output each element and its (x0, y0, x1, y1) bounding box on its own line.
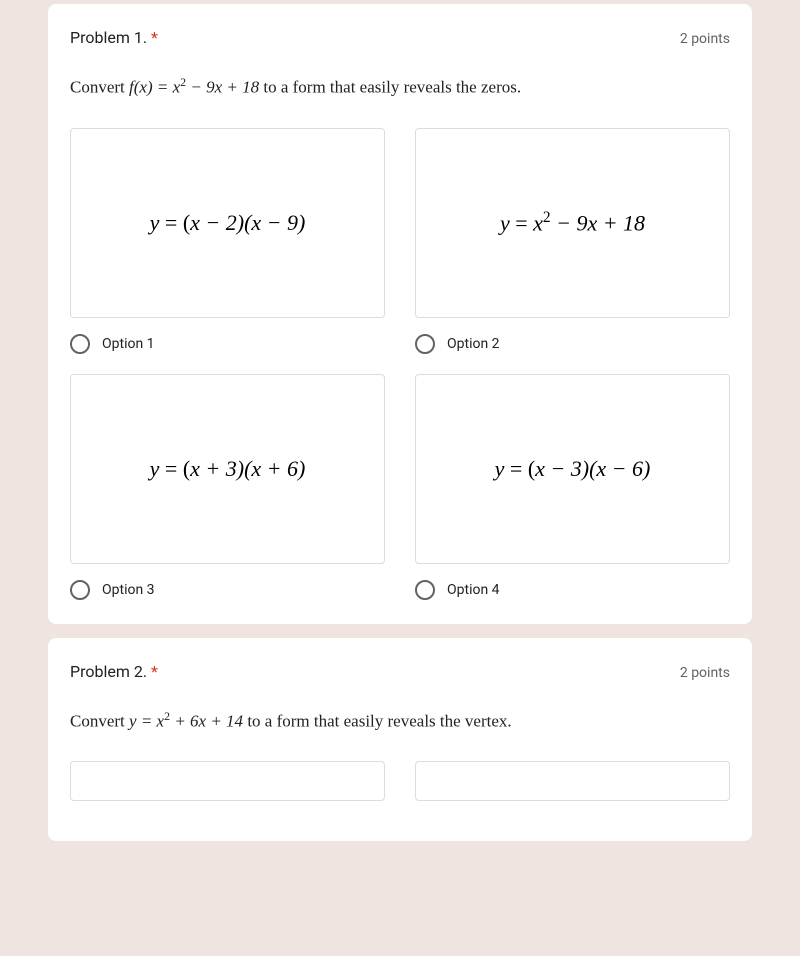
radio-icon[interactable] (415, 580, 435, 600)
option-row-1[interactable]: Option 1 (70, 334, 385, 354)
option-block-empty-2 (415, 761, 730, 817)
problem-card-1: Problem 1. * 2 points Convert f(x) = x2 … (48, 4, 752, 624)
problem-title: Problem 1. (70, 28, 147, 47)
option-label: Option 3 (102, 582, 155, 598)
q-prefix: Convert (70, 78, 129, 97)
q-eq: = x (137, 711, 165, 730)
option-image-2[interactable]: y = x2 − 9x + 18 (415, 128, 730, 318)
q-mid: − 9x + 18 (186, 78, 259, 97)
problem-card-2: Problem 2. * 2 points Convert y = x2 + 6… (48, 638, 752, 842)
points-label: 2 points (680, 31, 730, 47)
option-row-2[interactable]: Option 2 (415, 334, 730, 354)
option-label: Option 4 (447, 582, 500, 598)
formula-3: y = (x + 3)(x + 6) (150, 456, 306, 482)
option-label: Option 1 (102, 336, 155, 352)
radio-icon[interactable] (415, 334, 435, 354)
problem-title-wrap: Problem 2. * (70, 662, 158, 681)
q-var: y (129, 711, 137, 730)
q-prefix: Convert (70, 711, 129, 730)
option-image-empty[interactable] (415, 761, 730, 801)
q-suffix: to a form that easily reveals the vertex… (243, 711, 512, 730)
card-header: Problem 1. * 2 points (70, 28, 730, 47)
option-block-4: y = (x − 3)(x − 6) Option 4 (415, 374, 730, 600)
formula-1: y = (x − 2)(x − 9) (150, 210, 306, 236)
question-text: Convert y = x2 + 6x + 14 to a form that … (70, 709, 730, 732)
card-header: Problem 2. * 2 points (70, 662, 730, 681)
q-suffix: to a form that easily reveals the zeros. (259, 78, 521, 97)
option-label: Option 2 (447, 336, 500, 352)
q-arg: (x) = x (134, 78, 180, 97)
required-marker: * (151, 662, 158, 681)
option-block-3: y = (x + 3)(x + 6) Option 3 (70, 374, 385, 600)
option-block-empty-1 (70, 761, 385, 817)
option-row-4[interactable]: Option 4 (415, 580, 730, 600)
required-marker: * (151, 28, 158, 47)
problem-title-wrap: Problem 1. * (70, 28, 158, 47)
q-mid: + 6x + 14 (170, 711, 243, 730)
formula-2: y = x2 − 9x + 18 (500, 209, 645, 236)
option-image-3[interactable]: y = (x + 3)(x + 6) (70, 374, 385, 564)
points-label: 2 points (680, 665, 730, 681)
option-row-3[interactable]: Option 3 (70, 580, 385, 600)
options-grid: y = (x − 2)(x − 9) Option 1 y = x2 − 9x … (70, 128, 730, 600)
radio-icon[interactable] (70, 334, 90, 354)
option-image-1[interactable]: y = (x − 2)(x − 9) (70, 128, 385, 318)
question-text: Convert f(x) = x2 − 9x + 18 to a form th… (70, 75, 730, 98)
options-grid (70, 761, 730, 817)
radio-icon[interactable] (70, 580, 90, 600)
formula-4: y = (x − 3)(x − 6) (495, 456, 651, 482)
option-image-empty[interactable] (70, 761, 385, 801)
option-block-2: y = x2 − 9x + 18 Option 2 (415, 128, 730, 354)
problem-title: Problem 2. (70, 662, 147, 681)
option-image-4[interactable]: y = (x − 3)(x − 6) (415, 374, 730, 564)
option-block-1: y = (x − 2)(x − 9) Option 1 (70, 128, 385, 354)
